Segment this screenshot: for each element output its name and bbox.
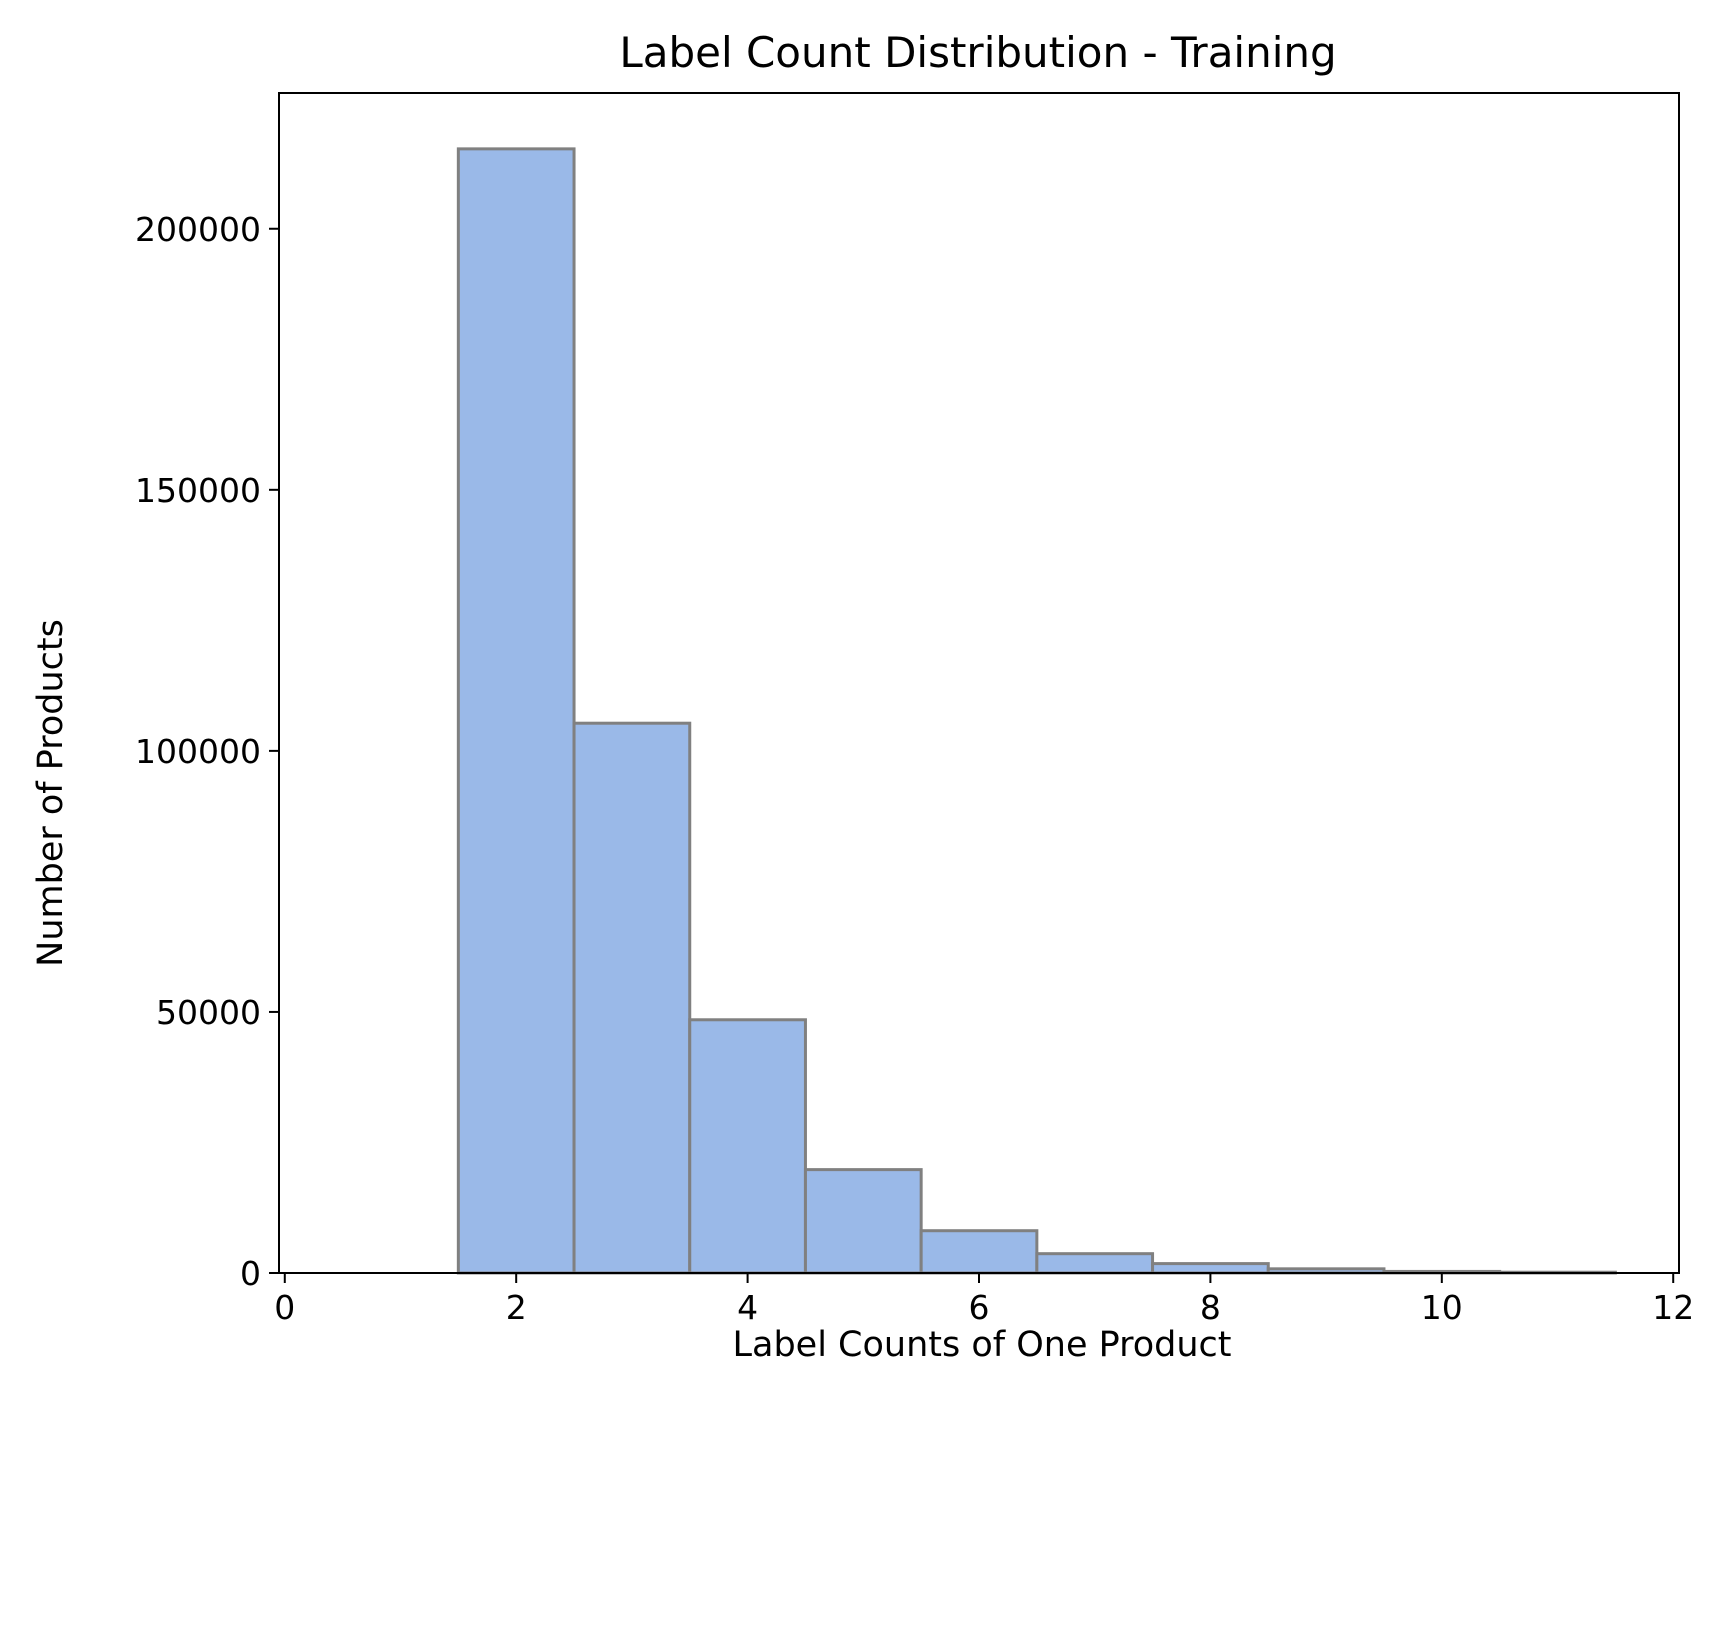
y-tick-label: 150000 <box>135 471 261 510</box>
x-tick-label: 6 <box>969 1288 990 1327</box>
histogram-bar <box>1151 1262 1270 1275</box>
y-tick-label: 50000 <box>156 993 261 1032</box>
x-tick-label: 2 <box>506 1288 527 1327</box>
y-axis-ticks: 0 50000 100000 150000 200000 <box>135 210 279 1293</box>
y-axis-label: Number of Products <box>31 619 71 967</box>
y-tick-label: 200000 <box>135 210 261 249</box>
y-tick-label: 0 <box>240 1254 261 1293</box>
histogram-bar <box>919 1229 1039 1275</box>
histogram-bar <box>1035 1252 1155 1275</box>
histogram-bar <box>803 1168 923 1275</box>
x-axis-ticks: 0 2 4 6 8 10 12 <box>274 1273 1694 1327</box>
histogram-bar <box>688 1018 807 1275</box>
x-tick-label: 10 <box>1421 1288 1463 1327</box>
histogram-bar <box>572 721 692 1275</box>
x-tick-label: 12 <box>1652 1288 1694 1327</box>
x-tick-label: 4 <box>737 1288 758 1327</box>
x-axis-label: Label Counts of One Product <box>733 1325 1232 1365</box>
x-tick-label: 0 <box>274 1288 295 1327</box>
y-tick-label: 100000 <box>135 732 261 771</box>
bars-group <box>456 147 1617 1275</box>
chart-title: Label Count Distribution - Training <box>619 28 1336 77</box>
histogram-bar <box>456 147 576 1275</box>
x-tick-label: 8 <box>1200 1288 1221 1327</box>
